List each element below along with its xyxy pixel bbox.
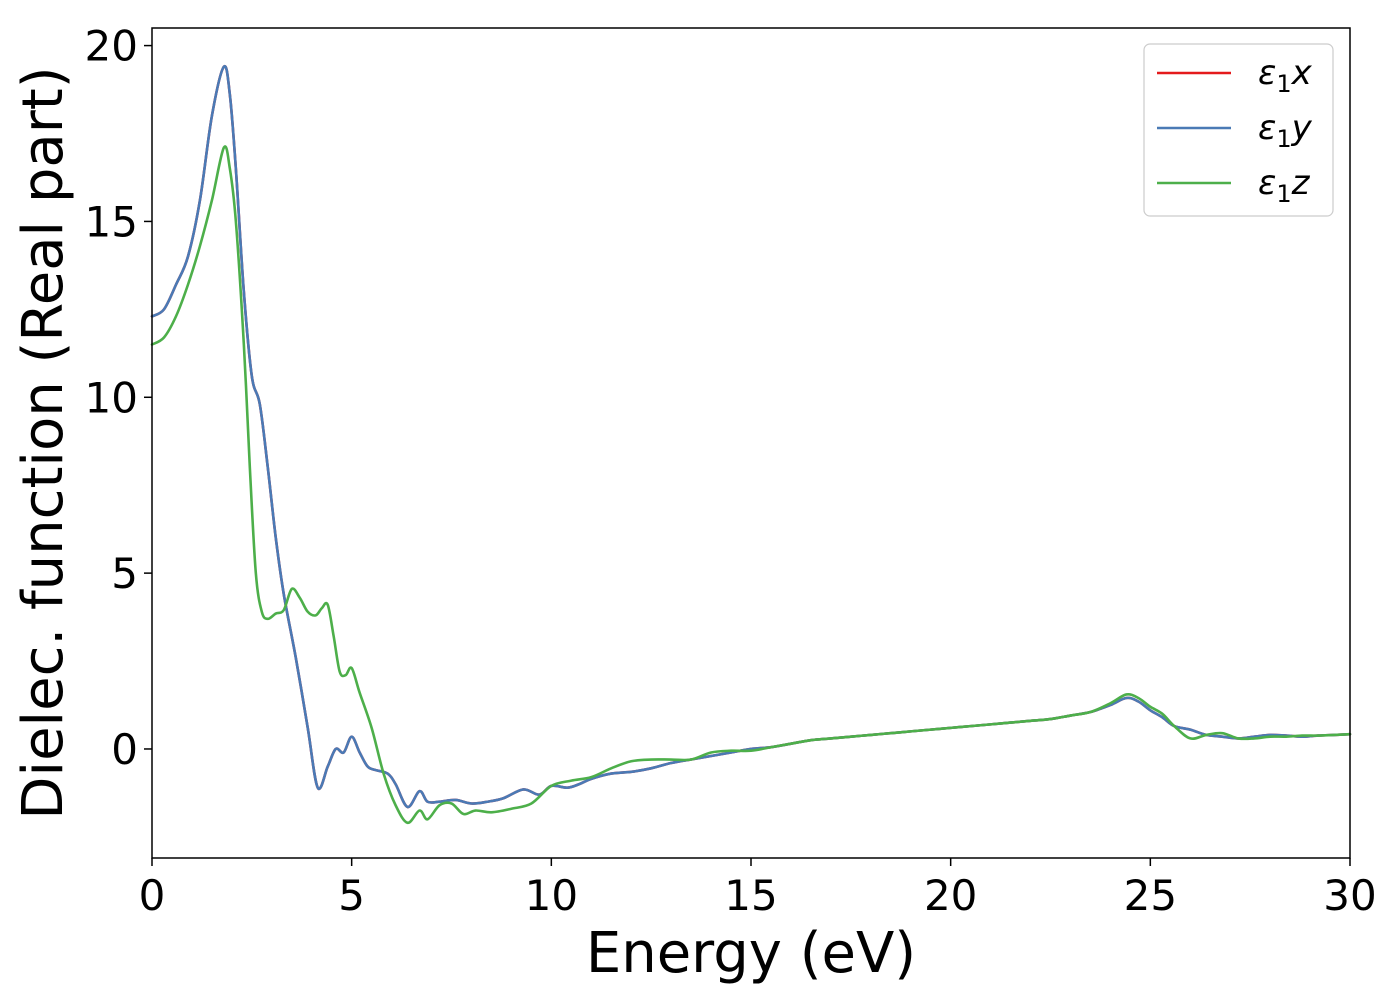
legend-label-x: ε1x [1258, 53, 1313, 98]
x-tick-label: 25 [1124, 871, 1177, 920]
y-tick-label: 5 [111, 549, 138, 598]
series-layer [150, 64, 1352, 825]
legend-label-y: ε1y [1258, 108, 1313, 153]
x-tick-label: 20 [924, 871, 977, 920]
x-axis-ticks: 0 5 10 15 20 25 30 [139, 858, 1377, 920]
series-line-y [150, 64, 1352, 809]
y-axis-title: Dielec. function (Real part) [11, 66, 76, 819]
legend-label-z: ε1z [1258, 163, 1311, 208]
y-tick-label: 20 [85, 22, 138, 71]
y-tick-label: 15 [85, 197, 138, 246]
y-tick-label: 0 [111, 725, 138, 774]
legend: ε1x ε1y ε1z [1143, 43, 1334, 217]
x-tick-label: 5 [338, 871, 365, 920]
x-axis-title: Energy (eV) [586, 921, 916, 986]
series-line-z [150, 145, 1352, 825]
legend-box [1143, 43, 1334, 217]
x-tick-label: 0 [139, 871, 166, 920]
x-tick-label: 30 [1323, 871, 1376, 920]
y-tick-label: 10 [85, 373, 138, 422]
y-axis-ticks: 0 5 10 15 20 [85, 22, 152, 774]
x-tick-label: 15 [724, 871, 777, 920]
x-tick-label: 10 [525, 871, 578, 920]
